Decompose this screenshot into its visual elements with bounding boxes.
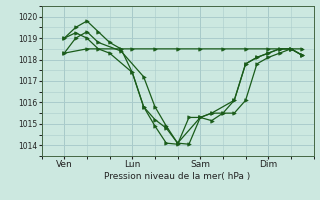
X-axis label: Pression niveau de la mer( hPa ): Pression niveau de la mer( hPa ) (104, 172, 251, 181)
